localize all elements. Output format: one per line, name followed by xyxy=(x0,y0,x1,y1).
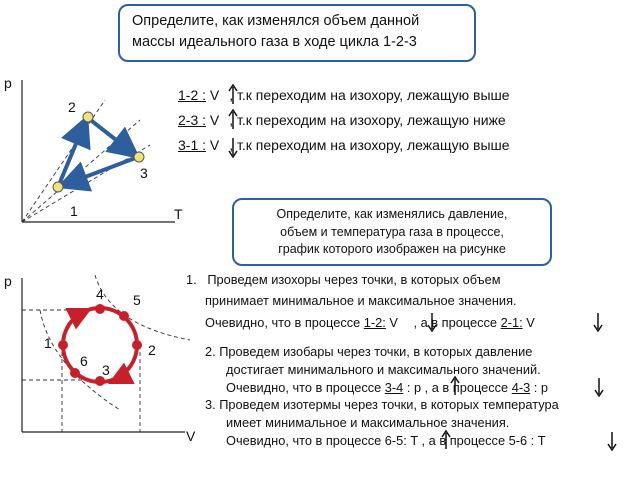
item-text: , а в процессе xyxy=(421,380,512,395)
arrows-answers-1 xyxy=(228,83,238,159)
answer-text: , т.к переходим на изохору, лежащую ниже xyxy=(229,112,506,128)
process-label: 4-3 xyxy=(511,380,531,395)
point-1 xyxy=(52,181,64,193)
point-2 xyxy=(82,111,94,123)
answer-text: , т.к переходим на изохору, лежащую выше xyxy=(229,87,510,103)
item-var: : p xyxy=(403,380,422,395)
question-box-1: Определите, как изменялся объем данной м… xyxy=(118,4,476,62)
point-2-label: 2 xyxy=(148,342,156,358)
item-text: Очевидно, что в процессе 6-5: T xyxy=(226,433,418,448)
process-label: 2-1: xyxy=(500,315,523,330)
question-1-line-2: массы идеального газа в ходе цикла 1-2-3 xyxy=(132,34,417,50)
point-4-label: 4 xyxy=(96,286,104,302)
point-1-label: 1 xyxy=(70,203,78,219)
item-text: Проведем изохоры через точки, в которых … xyxy=(207,272,501,287)
arrow-up-icon xyxy=(450,375,460,395)
answer-3-1: 3-1 : V , т.к переходим на изохору, лежащ… xyxy=(178,137,510,153)
point-5-label: 5 xyxy=(133,292,141,308)
arrow-down-icon xyxy=(593,313,603,333)
item-3-line-3: Очевидно, что в процессе 6-5: T , а в пр… xyxy=(226,433,546,448)
isochore-line xyxy=(21,144,151,223)
answer-label: 3-1 : xyxy=(178,137,207,153)
arrow-down-icon xyxy=(607,432,617,452)
p-axis-label: p xyxy=(4,75,12,91)
item-var: V xyxy=(522,315,535,330)
question-2-line-3: график которого изображен на рисунке xyxy=(278,242,506,256)
answer-var: V xyxy=(209,137,220,153)
item-text: Очевидно, что в процессе xyxy=(226,380,385,395)
point-5 xyxy=(119,311,129,321)
point-2-label: 2 xyxy=(68,99,76,115)
point-2 xyxy=(132,340,142,350)
question-2-line-1: Определите, как изменялись давление, xyxy=(276,207,508,221)
p-axis-label-2: p xyxy=(4,273,12,289)
answer-label: 1-2 : xyxy=(178,87,207,103)
point-3-label: 3 xyxy=(140,165,148,181)
item-2-line-2: достигает минимального и максимального з… xyxy=(226,362,541,377)
t-axis-label: T xyxy=(174,206,183,222)
question-box-2: Определите, как изменялись давление, объ… xyxy=(232,198,552,266)
item-3-line-1: 3. Проведем изотермы через точки, в кото… xyxy=(205,397,559,412)
process-label: 1-2: xyxy=(363,315,386,330)
answer-text: , т.к переходим на изохору, лежащую выше xyxy=(229,137,510,153)
point-6-label: 6 xyxy=(80,353,88,369)
cycle-arrow xyxy=(107,362,135,385)
question-2-line-2: объем и температура газа в процессе, xyxy=(280,224,504,239)
item-text: , а в процессе 5-6 : T xyxy=(418,433,546,448)
arrow-up-icon xyxy=(441,429,451,449)
point-3 xyxy=(133,151,145,163)
answer-2-3: 2-3 : V , т.к переходим на изохору, лежащ… xyxy=(178,112,506,128)
process-arrow-3-1 xyxy=(56,155,139,192)
item-1-line-1: 1. Проведем изохоры через точки, в котор… xyxy=(186,272,501,287)
point-4 xyxy=(95,304,105,314)
v-axis-label: V xyxy=(186,428,196,444)
process-label: 3-4 xyxy=(384,380,404,395)
question-1-line-1: Определите, как изменялся объем данной xyxy=(132,13,420,29)
item-var: V xyxy=(385,315,398,330)
arrow-down-icon xyxy=(427,313,437,333)
item-2-line-1: 2. Проведем изобары через точки, в котор… xyxy=(205,344,533,359)
point-3-label: 3 xyxy=(102,362,110,378)
answer-1-2: 1-2 : V , т.к переходим на изохору, лежащ… xyxy=(178,87,510,103)
answer-label: 2-3 : xyxy=(178,112,207,128)
answer-var: V xyxy=(209,112,220,128)
arrow-down-icon xyxy=(594,378,604,398)
item-3-line-2: имеет минимальное и максимальное значени… xyxy=(226,415,510,430)
answer-var: V xyxy=(209,87,220,103)
item-var: : p xyxy=(530,380,549,395)
point-1 xyxy=(58,340,68,350)
pv-diagram xyxy=(21,274,191,433)
point-6 xyxy=(70,368,80,378)
cycle-arrow xyxy=(65,307,93,330)
pt-diagram xyxy=(21,80,175,223)
item-number: 1. xyxy=(186,272,197,287)
item-2-line-3: Очевидно, что в процессе 3-4 : p , а в п… xyxy=(226,380,548,395)
point-1-label: 1 xyxy=(44,335,52,351)
item-1-line-2: принимает минимальное и максимальное зна… xyxy=(205,293,517,308)
item-text: Очевидно, что в процессе xyxy=(205,315,364,330)
process-arrow-2-3 xyxy=(86,116,141,159)
isotherm-line xyxy=(39,309,121,411)
point-3 xyxy=(95,376,105,386)
